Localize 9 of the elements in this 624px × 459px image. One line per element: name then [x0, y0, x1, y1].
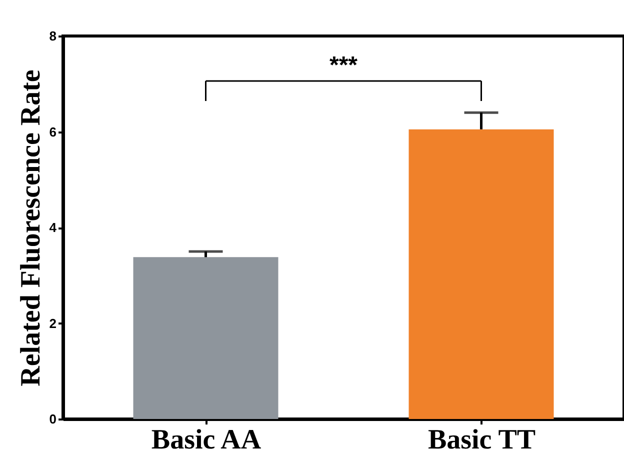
y-tick-label: 4 — [49, 220, 58, 235]
y-tick-label: 6 — [49, 124, 56, 140]
y-tick-label: 2 — [49, 316, 56, 331]
y-tick-label: 8 — [49, 28, 56, 44]
y-axis-title: Related Fluorescence Rate — [15, 70, 46, 386]
x-tick-label: Basic TT — [428, 424, 536, 456]
x-tick-label: Basic AA — [151, 424, 262, 456]
y-tick-label: 0 — [49, 412, 56, 426]
annotation: *** — [329, 52, 358, 79]
